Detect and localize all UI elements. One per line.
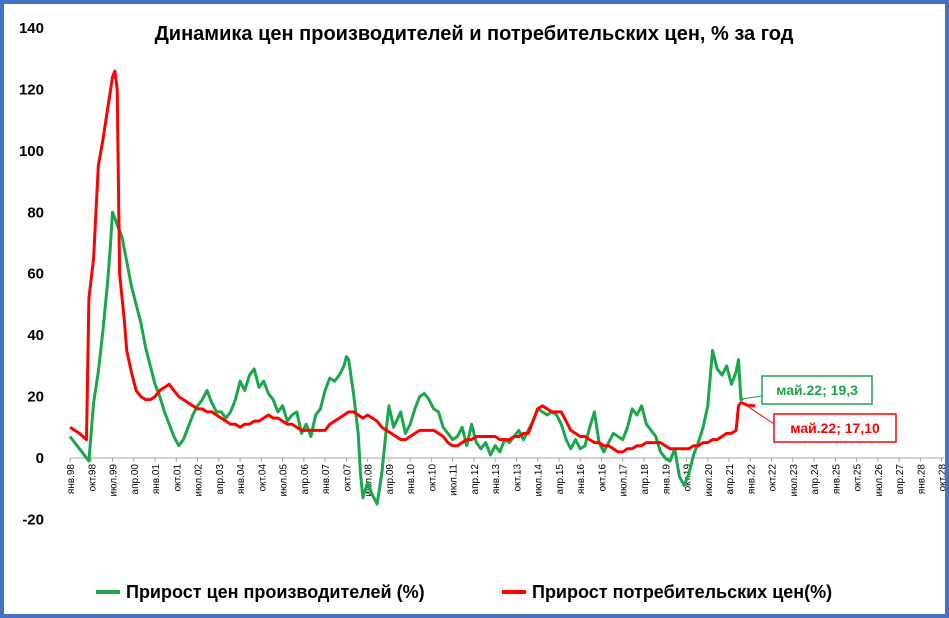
x-tick-label: янв.10 [406,464,417,495]
x-tick-label: апр.00 [130,464,141,495]
x-tick-label: июл.20 [704,464,715,497]
x-tick-label: янв.19 [661,464,672,495]
annotation-producer-box [761,375,873,405]
x-tick-label: апр.21 [725,464,736,495]
y-tick-label: 60 [27,266,44,283]
x-tick-label: июл.99 [109,464,120,497]
x-tick-label: июл.23 [789,464,800,497]
x-tick-label: апр.24 [810,464,821,495]
x-tick-label: янв.13 [491,464,502,495]
x-tick-label: янв.07 [321,464,332,495]
x-tick-label: окт.10 [427,464,438,492]
annotation-consumer-label: май.22; 17,10 [790,420,880,436]
x-tick-label: окт.28 [938,464,945,492]
x-tick-label: июл.17 [619,464,630,497]
x-tick-label: июл.14 [534,464,545,497]
x-tick-label: окт.13 [512,464,523,492]
y-tick-label: 20 [27,389,44,406]
legend: Прирост цен производителей (%) Прирост п… [96,582,832,602]
x-tick-label: июл.05 [279,464,290,497]
x-tick-label: янв.98 [66,464,77,495]
y-tick-label: 100 [19,143,44,160]
x-axis: янв.98 окт.98 июл.99 апр.00 янв.01 окт.01 июл.… [66,458,945,497]
y-tick-label: 140 [19,20,44,37]
x-tick-label: окт.22 [768,464,779,492]
x-tick-label: апр.06 [300,464,311,495]
x-tick-label: окт.01 [172,464,183,492]
x-tick-label: июл.02 [194,464,205,497]
x-tick-label: окт.07 [342,464,353,492]
x-tick-label: окт.04 [257,464,268,492]
chart-svg: Динамика цен производителей и потребител… [19,20,945,602]
x-tick-label: июл.08 [364,464,375,497]
x-tick-label: июл.26 [874,464,885,497]
series-layer [68,69,756,506]
annotation-consumer-box [773,413,897,443]
x-tick-label: июл.11 [449,464,460,496]
x-tick-label: янв.25 [831,464,842,495]
x-tick-label: янв.22 [746,464,757,495]
annotation-consumer-leader [742,402,775,425]
x-tick-label: янв.28 [916,464,927,495]
x-tick-label: янв.01 [151,464,162,495]
x-tick-label: окт.98 [87,464,98,492]
y-tick-label: 80 [27,204,44,221]
series-line-producer [68,210,744,506]
annotation-consumer: май.22; 17,10 [742,402,897,443]
legend-label-producer: Прирост цен производителей (%) [126,582,425,602]
series-line-consumer [69,69,756,454]
x-tick-label: окт.16 [597,464,608,492]
y-tick-label: 120 [19,81,44,98]
legend-label-consumer: Прирост потребительских цен(%) [532,582,832,602]
annotation-producer-leader [743,395,763,400]
y-tick-label: 40 [27,327,44,344]
x-tick-label: апр.15 [555,464,566,495]
x-tick-label: янв.16 [576,464,587,495]
x-tick-label: окт.25 [853,464,864,492]
annotation-producer-label: май.22; 19,3 [776,382,858,398]
annotation-producer: май.22; 19,3 [743,375,873,405]
y-tick-label: 0 [36,450,44,467]
y-tick-label: -20 [22,511,44,528]
x-tick-label: апр.09 [385,464,396,495]
x-tick-label: апр.12 [470,464,481,495]
y-axis: -20 0 20 40 60 80 100 120 140 [19,20,44,528]
x-tick-label: апр.27 [895,464,906,495]
chart-title: Динамика цен производителей и потребител… [155,23,794,45]
x-tick-label: апр.18 [640,464,651,495]
x-tick-label: апр.03 [215,464,226,495]
x-tick-label: янв.04 [236,464,247,495]
